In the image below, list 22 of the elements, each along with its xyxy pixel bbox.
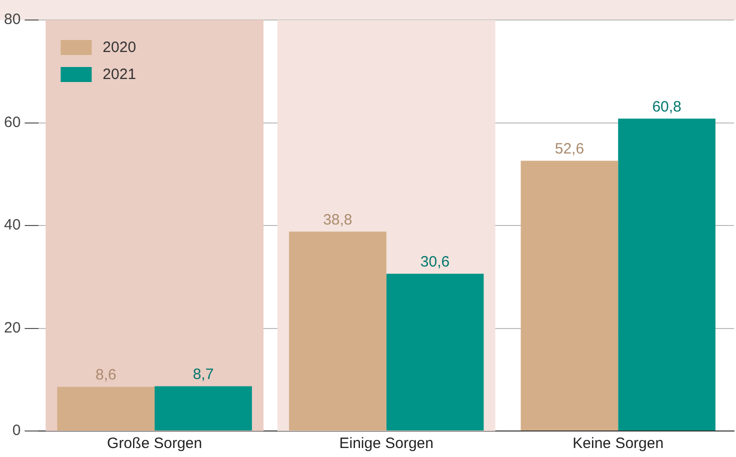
y-tick-label: 60 — [4, 114, 21, 131]
data-label: 38,8 — [323, 211, 352, 228]
data-label: 8,7 — [192, 366, 214, 383]
y-tick-label: 80 — [4, 11, 21, 28]
data-label: 52,6 — [554, 140, 584, 158]
y-tick-label: 40 — [4, 216, 21, 234]
legend-label: 2020 — [102, 39, 136, 56]
data-label: 8,6 — [95, 366, 116, 384]
legend-label: 2021 — [102, 66, 136, 84]
bar — [386, 274, 484, 430]
y-tick-label: 20 — [4, 319, 21, 336]
x-tick-label: Große Sorgen — [107, 435, 202, 452]
y-tick-label: 0 — [12, 422, 21, 440]
bar — [618, 118, 716, 430]
bar — [520, 160, 618, 430]
data-label: 60,8 — [652, 98, 682, 116]
bar — [154, 386, 252, 430]
bar — [57, 386, 155, 430]
data-label: 30,6 — [420, 253, 450, 270]
x-tick-label: Keine Sorgen — [572, 435, 664, 452]
x-tick-label: Einige Sorgen — [339, 435, 434, 452]
bar — [289, 232, 386, 430]
